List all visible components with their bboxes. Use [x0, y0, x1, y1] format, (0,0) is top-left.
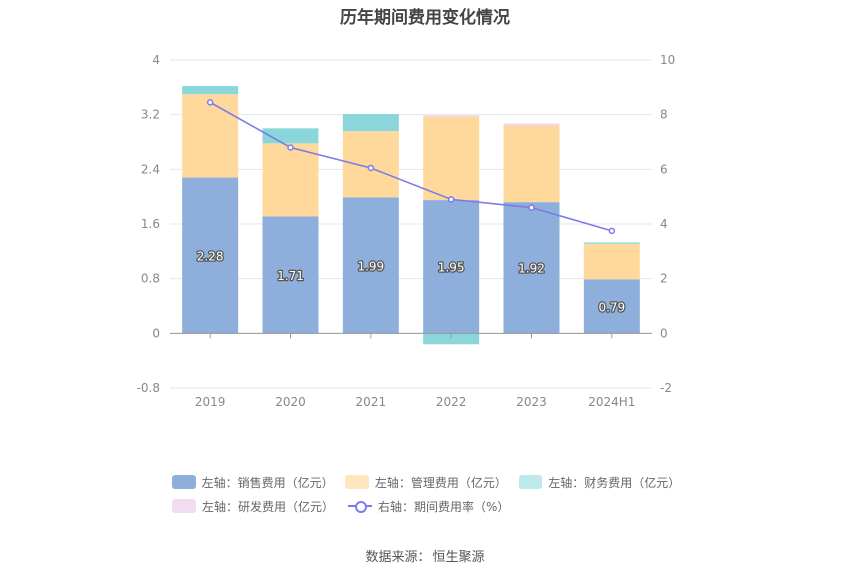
bar-admin-expense [182, 94, 239, 178]
right-axis-tick-label: 6 [660, 162, 668, 176]
data-source-label: 数据来源： [365, 550, 431, 565]
bar-rnd-expense [503, 123, 560, 126]
sales-data-label: 0.79 [598, 300, 625, 314]
legend-label-admin: 左轴：管理费用（亿元） [374, 475, 507, 490]
bar-finance-expense [182, 85, 239, 95]
data-source-value: 恒生聚源 [432, 550, 485, 565]
right-axis-tick-label: 10 [660, 53, 675, 67]
legend-row-2: 左轴：研发费用（亿元） 右轴：期间费用率（%） [172, 494, 692, 518]
sales-data-label: 1.99 [357, 259, 384, 273]
legend-item-expense-rate[interactable]: 右轴：期间费用率（%） [348, 498, 509, 515]
legend-item-rnd[interactable]: 左轴：研发费用（亿元） [172, 498, 334, 515]
legend-label-sales: 左轴：销售费用（亿元） [201, 475, 334, 490]
expense-rate-point [528, 204, 535, 211]
right-axis-tick-label: 0 [660, 326, 668, 340]
data-source: 数据来源： 恒生聚源 [0, 546, 850, 565]
legend-label-rnd: 左轴：研发费用（亿元） [202, 499, 335, 514]
sales-data-label: 1.71 [277, 269, 304, 283]
bar-rnd-expense [423, 115, 480, 117]
legend-swatch-admin [345, 475, 369, 489]
bar-sales-expense [423, 200, 480, 334]
bar-admin-expense [262, 143, 319, 217]
bar-sales-expense [342, 197, 399, 334]
left-axis-tick-label: 2.4 [141, 162, 160, 176]
bar-sales-expense [503, 202, 560, 334]
expense-rate-line [209, 101, 613, 232]
x-axis-tick-label: 2019 [195, 395, 226, 409]
right-axis-tick-label: 2 [660, 272, 668, 286]
right-axis-tick-label: -2 [660, 381, 672, 395]
bar-admin-expense [503, 125, 560, 203]
bar-admin-expense [342, 131, 399, 198]
left-axis-tick-label: 4 [152, 53, 160, 67]
bar-sales-expense [182, 177, 239, 334]
legend-item-finance[interactable]: 左轴：财务费用（亿元） [518, 474, 681, 491]
legend-line-marker-icon [348, 499, 373, 513]
left-axis-tick-label: 1.6 [141, 217, 160, 231]
bar-finance-expense [342, 113, 399, 132]
legend-item-sales[interactable]: 左轴：销售费用（亿元） [172, 474, 334, 491]
legend-swatch-sales [172, 475, 196, 489]
bar-sales-expense [262, 216, 319, 334]
bar-admin-expense [423, 116, 480, 201]
sales-data-label: 1.92 [518, 262, 545, 276]
x-axis-tick-label: 2024H1 [588, 395, 635, 409]
sales-data-label: 1.95 [438, 261, 465, 275]
right-axis-tick-label: 4 [660, 217, 668, 231]
expense-rate-point [447, 196, 455, 203]
legend-swatch-finance [518, 475, 543, 489]
legend-row-1: 左轴：销售费用（亿元） 左轴：管理费用（亿元） 左轴：财务费用（亿元） [172, 470, 692, 494]
bar-finance-expense [423, 333, 480, 345]
sales-data-label: 2.28 [197, 249, 224, 263]
x-axis-tick-label: 2023 [516, 395, 547, 409]
left-axis-tick-label: 0.8 [141, 272, 160, 286]
legend-label-expense-rate: 右轴：期间费用率（%） [378, 499, 510, 514]
expense-rate-point [367, 164, 375, 172]
x-axis-tick-label: 2022 [436, 395, 467, 409]
bar-finance-expense [583, 242, 640, 244]
legend-label-finance: 左轴：财务费用（亿元） [548, 475, 681, 490]
legend-swatch-rnd [172, 499, 196, 513]
legend-item-admin[interactable]: 左轴：管理费用（亿元） [345, 474, 507, 491]
x-axis-tick-label: 2020 [275, 395, 306, 409]
right-axis-tick-label: 8 [660, 108, 668, 122]
left-axis-tick-label: 0 [152, 326, 160, 340]
chart-title: 历年期间费用变化情况 [340, 8, 510, 28]
legend: 左轴：销售费用（亿元） 左轴：管理费用（亿元） 左轴：财务费用（亿元） 左轴：研… [172, 470, 692, 518]
x-axis-tick-label: 2021 [356, 395, 387, 409]
expense-rate-point [608, 227, 616, 235]
left-axis-tick-label: 3.2 [141, 108, 160, 122]
left-axis-tick-label: -0.8 [137, 381, 160, 395]
bar-sales-expense [583, 279, 640, 334]
expense-rate-point [206, 99, 214, 106]
bar-admin-expense [583, 243, 640, 280]
expense-rate-point [287, 144, 294, 151]
